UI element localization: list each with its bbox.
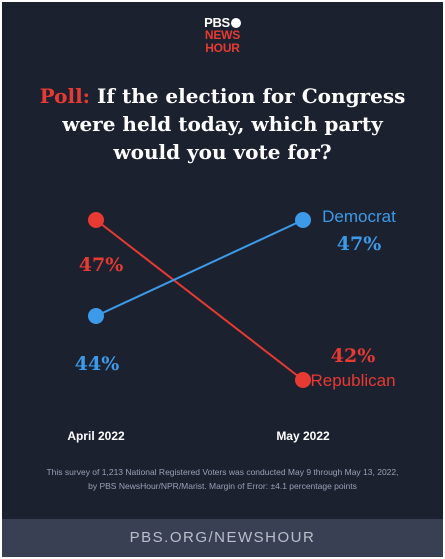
headline-line-1: Poll: If the election for Congress <box>2 82 443 110</box>
republican-series-label: Republican <box>310 371 395 390</box>
logo-line-3: HOUR <box>205 41 240 55</box>
republican-series-line <box>95 219 304 381</box>
footer-bar: PBS.ORG/NEWSHOUR <box>2 519 443 557</box>
democrat-value-may: 47% <box>337 233 382 255</box>
republican-point-may <box>295 372 311 388</box>
republican-point-april <box>88 212 104 228</box>
poll-question: Poll: If the election for Congress were … <box>2 82 443 166</box>
democrat-point-may <box>295 212 311 228</box>
pbs-head-icon <box>230 18 241 28</box>
democrat-point-april <box>88 308 104 324</box>
footnote-line-1: This survey of 1,213 National Registered… <box>46 467 399 477</box>
headline-text-1: If the election for Congress <box>97 84 406 108</box>
republican-value-april: 47% <box>79 254 124 276</box>
democrat-series-line <box>95 219 304 317</box>
x-tick-may: May 2022 <box>276 429 330 443</box>
survey-footnote: This survey of 1,213 National Registered… <box>2 465 443 493</box>
democrat-value-april: 44% <box>75 353 120 375</box>
footer-url[interactable]: PBS.ORG/NEWSHOUR <box>129 529 316 546</box>
democrat-series-label: Democrat <box>322 207 396 226</box>
headline-line-2: were held today, which party <box>62 112 383 136</box>
logo-line-2: NEWS <box>204 28 241 42</box>
logo-text-pbs: PBS <box>204 15 230 30</box>
headline-lead: Poll: <box>39 84 91 108</box>
headline-line-3: would you vote for? <box>113 140 332 164</box>
pbs-newshour-logo: PBS NEWS HOUR <box>2 16 443 55</box>
x-tick-april: April 2022 <box>67 429 125 443</box>
republican-value-may: 42% <box>331 345 376 367</box>
footnote-line-2: by PBS NewsHour/NPR/Marist. Margin of Er… <box>88 481 357 491</box>
logo-line-1: PBS <box>2 16 443 29</box>
